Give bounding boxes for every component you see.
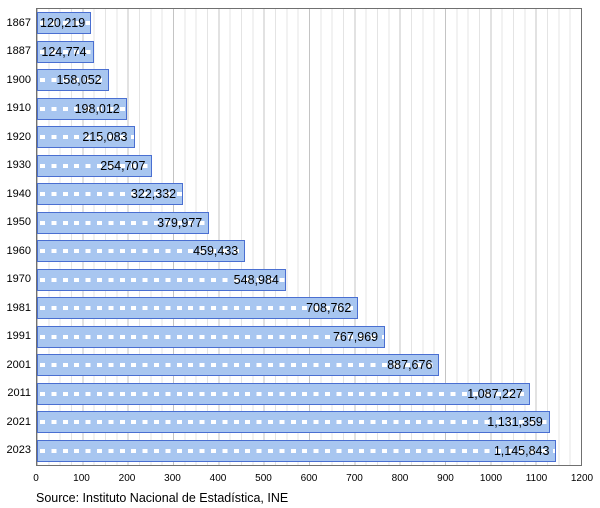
bar-row: 1970 548,984: [7, 266, 581, 295]
bar-row: 1950 379,977: [7, 209, 581, 238]
bar-row: 1910 198,012: [7, 95, 581, 124]
bar: 459,433: [37, 240, 246, 263]
value-label: 548,984: [233, 272, 279, 287]
bar-row: 1940 322,332: [7, 180, 581, 209]
value-label: 254,707: [100, 158, 146, 173]
bar: 708,762: [37, 297, 359, 320]
x-tick-label: 100: [73, 473, 90, 484]
x-tick-label: 400: [209, 473, 227, 484]
year-label: 1991: [6, 330, 31, 343]
year-label: 1981: [6, 301, 31, 314]
bar: 379,977: [37, 211, 210, 234]
bar: 548,984: [37, 268, 286, 291]
bar: 767,969: [37, 325, 386, 348]
year-label: 1887: [6, 45, 31, 58]
year-label: 1970: [6, 273, 31, 286]
year-label: 1940: [6, 187, 31, 200]
value-label: 459,433: [193, 244, 239, 258]
x-tick-label: 800: [391, 473, 409, 484]
year-label: 1920: [6, 130, 31, 143]
x-tick-label: 1000: [479, 473, 503, 484]
value-label: 158,052: [56, 73, 102, 87]
bar-row: 1930 254,707: [7, 152, 581, 181]
x-tick-label: 1100: [525, 473, 548, 484]
x-axis: 0 100 200 300 400 500 600 700 800 900 1000 1100 1200: [33, 470, 593, 484]
x-tick-label: 300: [164, 473, 181, 484]
source-caption: Source: Instituto Nacional de Estadístic…: [36, 491, 289, 505]
value-label: 1,131,359: [487, 415, 543, 429]
x-tick-label: 1200: [570, 473, 594, 484]
year-label: 2001: [6, 358, 31, 371]
value-label: 379,977: [157, 215, 203, 230]
value-label: 120,219: [40, 16, 86, 30]
value-label: 215,083: [82, 130, 128, 144]
value-label: 322,332: [130, 187, 177, 201]
year-label: 1930: [6, 159, 31, 172]
year-label: 1900: [6, 73, 31, 86]
bar: 322,332: [37, 183, 184, 206]
bar: 158,052: [37, 69, 109, 92]
bar-row: 2023 1,145,843: [7, 437, 581, 466]
year-label: 1960: [6, 244, 31, 257]
value-label: 708,762: [306, 301, 352, 315]
x-tick-label: 500: [255, 473, 272, 484]
x-tick-label: 600: [300, 473, 318, 484]
x-tick-label: 900: [437, 473, 454, 484]
bar: 254,707: [37, 154, 153, 177]
year-label: 1950: [6, 216, 31, 229]
bar-row: 1991 767,969: [7, 323, 581, 352]
bar: 1,131,359: [37, 411, 550, 434]
bar: 215,083: [37, 126, 135, 149]
plot-area: 1867 120,219 1887 124,774 1900 158,052 1…: [7, 8, 582, 466]
bar-row: 1887 124,774: [7, 38, 581, 67]
bar-row: 2021 1,131,359: [7, 408, 581, 437]
x-tick-label: 200: [118, 473, 136, 484]
year-label: 2011: [7, 387, 31, 400]
bar-row: 1981 708,762: [7, 294, 581, 323]
bar-row: 1867 120,219: [7, 9, 581, 38]
bar: 120,219: [37, 12, 92, 35]
bar-row: 1920 215,083: [7, 123, 581, 152]
value-label: 1,145,843: [493, 443, 550, 458]
year-label: 2023: [6, 444, 31, 457]
year-label: 1867: [6, 16, 31, 29]
bar: 887,676: [37, 354, 440, 377]
bar: 1,087,227: [37, 382, 530, 405]
bar: 198,012: [37, 97, 127, 120]
value-label: 124,774: [41, 44, 87, 59]
year-label: 2021: [6, 415, 31, 428]
bar: 1,145,843: [37, 439, 557, 462]
value-label: 1,087,227: [467, 386, 523, 401]
bar-row: 1900 158,052: [7, 66, 581, 95]
bar-row: 1960 459,433: [7, 237, 581, 266]
x-tick-label: 0: [33, 473, 39, 484]
value-label: 767,969: [332, 329, 379, 344]
year-label: 1910: [6, 102, 31, 115]
bar: 124,774: [37, 40, 94, 63]
value-label: 887,676: [387, 358, 433, 372]
bar-rows: 1867 120,219 1887 124,774 1900 158,052 1…: [7, 9, 581, 466]
x-tick-label: 700: [346, 473, 363, 484]
bar-row: 2011 1,087,227: [7, 380, 581, 409]
value-label: 198,012: [74, 101, 120, 116]
bar-row: 2001 887,676: [7, 351, 581, 380]
